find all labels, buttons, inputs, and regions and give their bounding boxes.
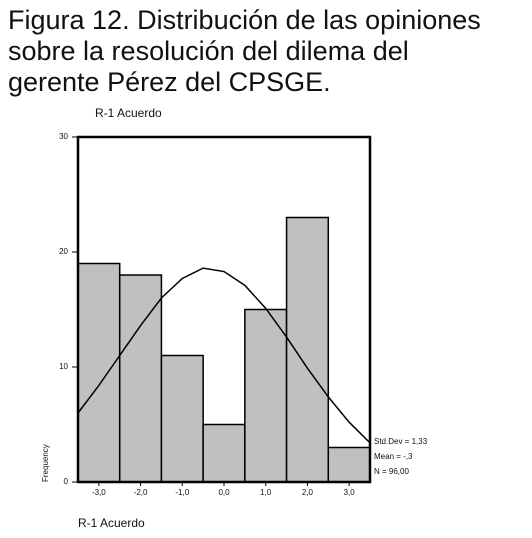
chart-title: Figura 12. Distribución de las opiniones (8, 5, 481, 35)
x-tick-label: 2,0 (302, 488, 314, 497)
chart-title: gerente Pérez del CPSGE. (8, 67, 331, 97)
plot-frame (76, 135, 372, 484)
bar (202, 423, 246, 483)
x-tick-label: -2,0 (134, 488, 148, 497)
bar (160, 354, 204, 483)
stat-label: Std.Dev = 1,33 (374, 437, 428, 446)
bar (118, 274, 163, 483)
x-tick-label: 0,0 (218, 488, 230, 497)
x-axis-label: R-1 Acuerdo (78, 516, 145, 530)
y-tick-label: 20 (59, 247, 68, 256)
x-tick-label: -1,0 (175, 488, 189, 497)
y-axis-label: Frequency (41, 444, 50, 482)
chart-title: sobre la resolución del dilema del (8, 36, 409, 66)
x-tick-label: 3,0 (344, 488, 356, 497)
stat-label: N = 96,00 (374, 467, 409, 476)
y-tick-label: 10 (59, 362, 68, 371)
bar (77, 262, 121, 483)
stat-label: Mean = -,3 (374, 452, 413, 461)
y-tick-label: 0 (64, 477, 69, 486)
bar (244, 308, 288, 483)
x-tick-label: -3,0 (92, 488, 106, 497)
y-tick-label: 30 (59, 132, 68, 141)
chart-subtitle: R-1 Acuerdo (95, 106, 162, 120)
bar (285, 216, 330, 483)
bar (327, 446, 371, 483)
x-tick-label: 1,0 (260, 488, 272, 497)
normal-curve (77, 267, 371, 444)
